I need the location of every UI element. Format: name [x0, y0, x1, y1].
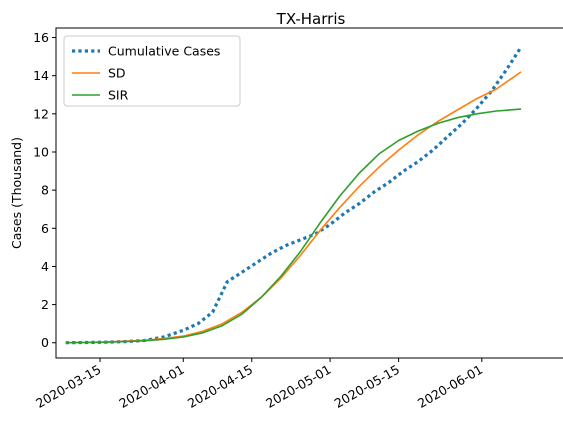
- y-tick-label: 16: [33, 30, 49, 45]
- legend-label: SIR: [108, 88, 129, 103]
- series-line-2: [65, 108, 522, 344]
- y-tick-label: 12: [33, 106, 49, 121]
- legend-box: [63, 35, 241, 107]
- legend-label: SD: [108, 66, 126, 81]
- y-tick-label: 0: [41, 335, 49, 350]
- y-tick-label: 14: [33, 68, 49, 83]
- y-tick-label: 4: [41, 259, 49, 274]
- series-line-0: [65, 46, 523, 345]
- y-tick-label: 6: [41, 221, 49, 236]
- plot-frame: [55, 27, 563, 359]
- y-axis: 0 2 4 6 8 10 12 14 16: [33, 30, 56, 350]
- y-tick-label: 10: [33, 144, 49, 159]
- plot-area: [55, 27, 563, 359]
- chart-title: TX-Harris: [276, 10, 346, 28]
- legend-label: Cumulative Cases: [108, 44, 220, 59]
- y-axis-title: Cases (Thousand): [9, 137, 24, 249]
- y-tick-label: 2: [41, 297, 49, 312]
- legend: Cumulative Cases SD SIR: [63, 35, 241, 107]
- y-tick-label: 8: [41, 183, 49, 198]
- series-layer: [65, 46, 523, 345]
